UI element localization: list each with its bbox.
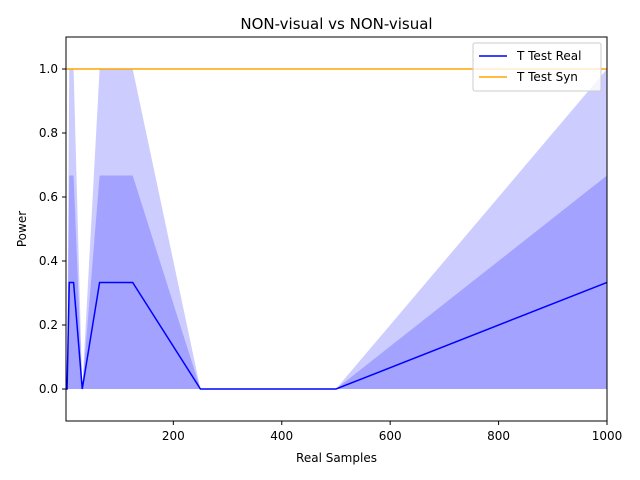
y-tick-label: 0.8 (39, 126, 58, 140)
x-tick-label: 200 (162, 429, 185, 443)
chart-title: NON-visual vs NON-visual (240, 15, 432, 33)
x-tick-label: 1000 (592, 429, 623, 443)
y-tick-label: 1.0 (39, 62, 58, 76)
x-tick-label: 600 (379, 429, 402, 443)
x-tick-label: 800 (487, 429, 510, 443)
x-axis-ticks: 200 400 600 800 1000 (162, 421, 622, 443)
y-axis-ticks: 0.0 0.2 0.4 0.6 0.8 1.0 (39, 62, 66, 396)
series-line-t-test-real (66, 281, 608, 390)
legend-box (472, 42, 602, 92)
legend-label-t-test-real: T Test Real (516, 49, 581, 63)
legend-label-t-test-syn: T Test Syn (516, 70, 578, 84)
band-outer-t-test-real (66, 69, 607, 389)
y-tick-label: 0.2 (39, 318, 58, 332)
y-tick-label: 0.0 (39, 382, 58, 396)
y-tick-label: 0.6 (39, 190, 58, 204)
plot-frame (65, 36, 608, 422)
x-axis-label: Real Samples (296, 451, 377, 465)
y-tick-label: 0.4 (39, 254, 58, 268)
series-lines (66, 68, 608, 390)
x-tick-label: 400 (270, 429, 293, 443)
y-axis-label: Power (15, 211, 29, 247)
legend: T Test Real T Test Syn (472, 42, 602, 92)
